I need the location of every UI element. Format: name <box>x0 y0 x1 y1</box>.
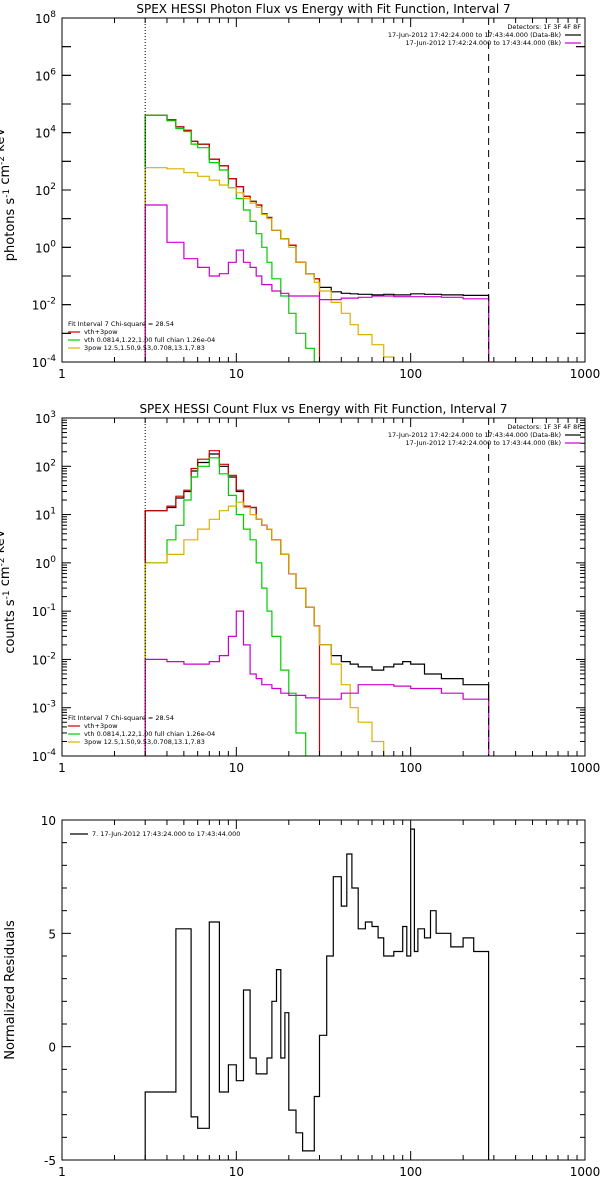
legend-fit: Fit Interval 7 Chi-square = 28.54vth+3po… <box>68 714 215 746</box>
x-tick-label: 10 <box>229 367 244 381</box>
x-tick-label: 1000 <box>570 367 600 381</box>
y-tick-label: 103 <box>35 410 56 426</box>
fit-legend-label: 3pow 12.5,1.50,9.53,0.708,13.1,7.83 <box>84 738 205 746</box>
legend-header: Detectors: 1F 3F 4F 8F <box>507 423 581 431</box>
y-tick-label: 106 <box>35 67 56 83</box>
legend-entry-label: 7. 17-Jun-2012 17:43:24.000 to 17:43:44.… <box>92 830 240 838</box>
y-tick-label: 10-1 <box>32 603 56 619</box>
y-tick-label: 10-2 <box>32 297 56 313</box>
fit-legend-label: vth 0.0814,1.22,1.00 full chian 1.26e-04 <box>84 336 215 344</box>
y-axis-label: counts s-1 cm-2 keV-1 <box>0 520 18 653</box>
series-fit-line <box>144 450 321 756</box>
y-tick-label: 102 <box>35 182 56 198</box>
series-vth-line <box>144 114 320 362</box>
series-pow-line <box>144 501 385 756</box>
y-tick-label: 10-4 <box>32 748 57 764</box>
y-tick-label: 10-3 <box>32 700 56 716</box>
legend-entry-label: 17-Jun-2012 17:42:24.000 to 17:43:44.000… <box>406 39 561 47</box>
fit-legend-label: vth+3pow <box>84 722 118 730</box>
chart-title: SPEX HESSI Photon Flux vs Energy with Fi… <box>136 2 510 16</box>
x-tick-label: 1 <box>58 367 66 381</box>
series-pow-line <box>144 167 395 362</box>
legend-fit: Fit Interval 7 Chi-square = 28.54vth+3po… <box>68 320 215 352</box>
series-bk-line <box>144 204 490 362</box>
y-axis-label: photons s-1 cm-2 keV-1 <box>0 119 18 261</box>
chart-1: 1 10 100 1000 10-4 10-2 100 102 104 106 108 SPEX HE… <box>0 2 600 381</box>
x-tick-label: 10 <box>229 1165 244 1179</box>
y-tick-label: 102 <box>35 458 56 474</box>
y-tick-label: 104 <box>35 125 56 141</box>
series-bk-line <box>144 610 490 756</box>
y-tick-label: 100 <box>35 239 56 255</box>
plot-frame <box>61 417 586 757</box>
y-axis: 10-4 10-3 10-2 10-1 100 101 102 103 <box>32 410 585 764</box>
y-tick-label: 0 <box>48 1041 56 1055</box>
y-axis: -5 0 5 10 <box>41 814 585 1168</box>
x-tick-label: 100 <box>399 1165 422 1179</box>
x-axis: 1 10 100 1000 <box>58 418 600 775</box>
y-tick-label: 108 <box>35 10 56 26</box>
y-tick-label: 10-4 <box>32 354 57 370</box>
x-tick-label: 1000 <box>570 761 600 775</box>
series-group <box>144 114 490 362</box>
chart-title: SPEX HESSI Count Flux vs Energy with Fit… <box>139 402 507 416</box>
x-tick-label: 10 <box>229 761 244 775</box>
fit-legend-header: Fit Interval 7 Chi-square = 28.54 <box>68 320 174 328</box>
y-tick-label: 5 <box>48 927 56 941</box>
x-tick-label: 100 <box>399 761 422 775</box>
x-tick-label: 1000 <box>570 1165 600 1179</box>
y-tick-label: 10 <box>41 814 56 828</box>
y-tick-label: 10-2 <box>32 651 56 667</box>
legend-entry-label: 17-Jun-2012 17:42:24.000 to 17:43:44.000… <box>388 31 561 39</box>
x-axis: 1 10 100 1000 <box>58 18 600 381</box>
chart-3: 1 10 100 1000 -5 0 5 10 Normalized Residuals 7. 1… <box>3 814 600 1179</box>
series-data-line <box>144 114 490 362</box>
series-vth-line <box>144 457 307 756</box>
fit-legend-label: 3pow 12.5,1.50,9.53,0.708,13.1,7.83 <box>84 344 205 352</box>
y-axis: 10-4 10-2 100 102 104 106 108 <box>32 10 585 370</box>
series-group <box>144 450 490 756</box>
x-tick-label: 100 <box>399 367 422 381</box>
chart-2: 1 10 100 1000 10-4 10-3 10-2 10-1 100 101 102 103 SP… <box>0 402 600 775</box>
series-group <box>144 828 490 1160</box>
y-tick-label: 101 <box>35 507 56 523</box>
fit-legend-header: Fit Interval 7 Chi-square = 28.54 <box>68 714 174 722</box>
y-axis-label: Normalized Residuals <box>3 920 18 1060</box>
x-axis: 1 10 100 1000 <box>58 820 600 1179</box>
y-tick-label: -5 <box>44 1154 56 1168</box>
fit-legend-label: vth 0.0814,1.22,1.00 full chian 1.26e-04 <box>84 730 215 738</box>
legend-header: Detectors: 1F 3F 4F 8F <box>507 23 581 31</box>
series-residuals-line <box>144 828 490 1160</box>
legend-entry-label: 17-Jun-2012 17:42:24.000 to 17:43:44.000… <box>406 439 561 447</box>
x-tick-label: 1 <box>58 1165 66 1179</box>
legend-top: 7. 17-Jun-2012 17:43:24.000 to 17:43:44.… <box>70 830 240 838</box>
plot-frame <box>61 819 586 1161</box>
series-data-line <box>144 453 490 756</box>
legend-entry-label: 17-Jun-2012 17:42:24.000 to 17:43:44.000… <box>388 431 561 439</box>
x-tick-label: 1 <box>58 761 66 775</box>
y-tick-label: 100 <box>35 555 56 571</box>
plot-frame <box>61 17 586 363</box>
fit-legend-label: vth+3pow <box>84 328 118 336</box>
